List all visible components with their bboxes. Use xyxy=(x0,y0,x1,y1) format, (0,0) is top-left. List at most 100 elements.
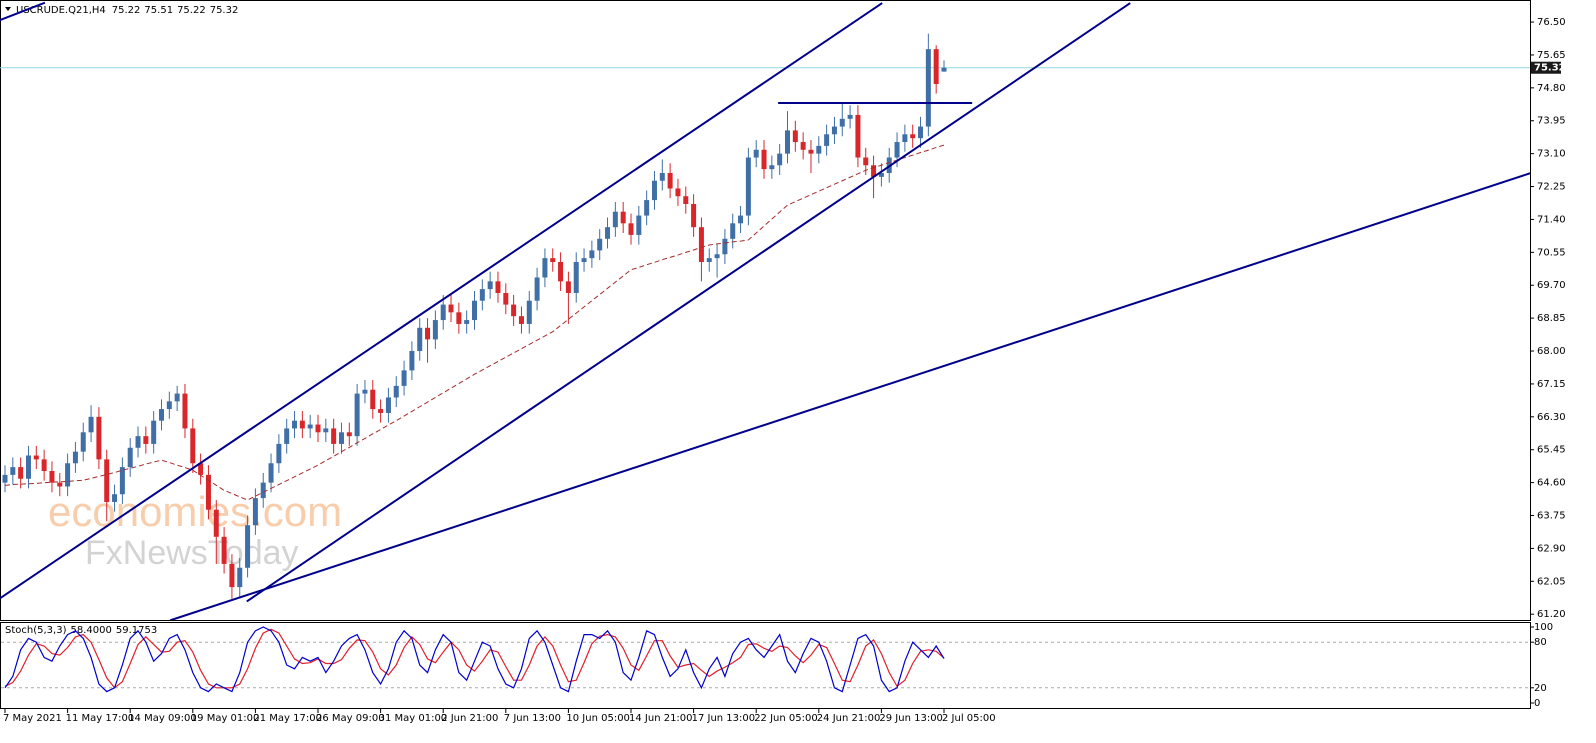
candle-body xyxy=(237,567,243,588)
candle-body xyxy=(785,130,790,154)
candle-body xyxy=(104,459,110,502)
candle-body xyxy=(683,196,689,204)
candle-body xyxy=(667,172,673,189)
candle-body xyxy=(245,525,251,568)
candle-body xyxy=(174,393,180,402)
candle-body xyxy=(151,420,157,444)
y-tick-label: 72.25 xyxy=(1537,182,1566,193)
candle-body xyxy=(612,211,618,228)
y-tick-label: 70.55 xyxy=(1537,247,1566,258)
candle-body xyxy=(323,428,329,433)
candle-body xyxy=(738,215,744,224)
candle-body xyxy=(824,134,830,146)
x-tick-label: 7 Jun 13:00 xyxy=(504,713,561,724)
candle-body xyxy=(260,482,266,499)
candle-body xyxy=(370,389,376,410)
trend-line xyxy=(0,2,883,600)
candle-body xyxy=(393,385,399,398)
candle-body xyxy=(800,142,806,150)
candle-body xyxy=(534,277,540,301)
candle-body xyxy=(589,250,595,259)
candle-body xyxy=(65,463,71,487)
candle-body xyxy=(182,393,188,429)
candle-body xyxy=(346,432,352,437)
candle-body xyxy=(284,428,290,444)
candle-body xyxy=(518,316,524,324)
stoch-header: Stoch(5,3,3) 58.4000 59.1753 xyxy=(5,625,157,636)
candle-body xyxy=(417,327,423,352)
candle-body xyxy=(863,157,869,166)
candle-body xyxy=(910,134,916,139)
candle-body xyxy=(698,227,704,263)
candle-body xyxy=(941,67,947,72)
candle-body xyxy=(276,443,282,464)
x-tick-label: 19 May 01:00 xyxy=(191,713,260,724)
y-tick-label: 68.00 xyxy=(1537,346,1566,357)
candle-body xyxy=(315,424,321,433)
candle-body xyxy=(933,49,939,84)
candle-body xyxy=(871,165,877,177)
y-tick-label: 75.65 xyxy=(1537,50,1566,61)
candle-body xyxy=(628,223,634,235)
y-tick-label: 80 xyxy=(1534,637,1547,648)
candle-body xyxy=(205,474,211,510)
candle-body xyxy=(706,258,712,263)
candle-body xyxy=(112,494,118,502)
candle-body xyxy=(57,482,63,487)
x-tick-label: 2 Jul 05:00 xyxy=(942,713,996,724)
candle-body xyxy=(808,149,814,154)
candle-body xyxy=(72,451,78,464)
candle-body xyxy=(299,420,305,429)
candle-body xyxy=(831,126,837,135)
stoch-readout: 58.4000 xyxy=(70,625,111,636)
x-tick-label: 22 Jun 05:00 xyxy=(754,713,818,724)
y-tick-label: 62.05 xyxy=(1537,576,1566,587)
candle-body xyxy=(487,281,493,290)
candle-body xyxy=(511,304,517,317)
candle-body xyxy=(675,188,681,197)
stoch-signal xyxy=(4,628,945,689)
close-readout: 75.32 xyxy=(210,5,239,16)
x-tick-label: 26 May 09:00 xyxy=(316,713,385,724)
x-tick-label: 10 Jun 05:00 xyxy=(566,713,630,724)
trend-line xyxy=(169,172,1530,620)
candle-body xyxy=(495,281,501,293)
candle-body xyxy=(378,409,384,413)
candle-body xyxy=(198,463,204,475)
candle-body xyxy=(448,304,454,313)
candle-body xyxy=(80,432,86,452)
trend-line xyxy=(246,2,1131,603)
menu-arrow[interactable] xyxy=(5,7,11,11)
y-tick-label: 73.10 xyxy=(1537,149,1566,160)
open-readout: 75.22 xyxy=(112,5,141,16)
candle-body xyxy=(636,215,642,235)
x-tick-label: 7 May 2021 xyxy=(3,713,62,724)
candle-body xyxy=(816,145,822,154)
symbol: USCRUDE.Q21,H4 xyxy=(16,5,106,16)
candle-body xyxy=(777,153,783,166)
stoch-name: Stoch(5,3,3) xyxy=(5,625,67,636)
trend-line xyxy=(0,1,46,22)
candle-body xyxy=(252,498,258,526)
candle-body xyxy=(714,254,720,259)
y-tick-label: 64.60 xyxy=(1537,478,1566,489)
x-tick-label: 14 May 09:00 xyxy=(128,713,197,724)
candle-body xyxy=(839,118,845,127)
watermark: economies.com xyxy=(48,488,342,535)
candle-body xyxy=(581,258,587,263)
y-tick-label: 67.15 xyxy=(1537,379,1566,390)
plot-area xyxy=(0,1,1530,620)
candle-body xyxy=(769,165,775,170)
candle-body xyxy=(542,258,548,278)
y-tick-label: 65.45 xyxy=(1537,445,1566,456)
candle-body xyxy=(605,227,611,239)
y-tick-label: 20 xyxy=(1534,683,1547,694)
moving-average xyxy=(4,144,945,501)
price-tag xyxy=(1531,61,1561,74)
candle-body xyxy=(159,409,164,421)
candle-body xyxy=(10,467,16,475)
candle-body xyxy=(425,327,431,340)
candle-body xyxy=(166,401,172,410)
candle-body xyxy=(88,416,94,433)
